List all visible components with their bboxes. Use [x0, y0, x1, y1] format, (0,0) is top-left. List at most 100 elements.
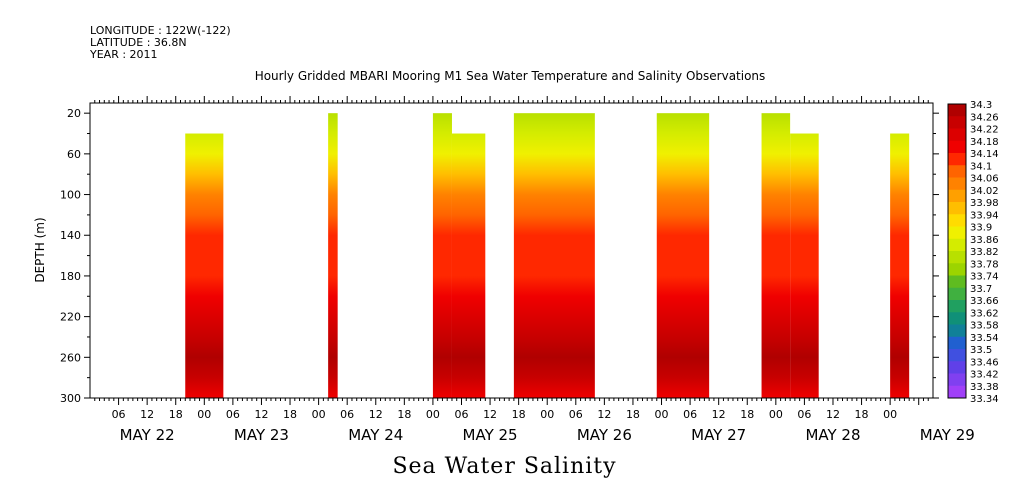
- colorbar-label: 34.1: [970, 161, 992, 172]
- x-hour-label: 06: [340, 408, 354, 421]
- plot-data: [185, 113, 910, 398]
- colorbar-bin: [948, 385, 966, 399]
- x-axis: 06 12 18 00 06 12 18 00 06 12 18 00 06 12 18 00 06 12 18 00…: [94, 96, 975, 444]
- colorbar-bin: [948, 373, 966, 387]
- x-hour-label: 06: [454, 408, 468, 421]
- chart-title: Hourly Gridded MBARI Mooring M1 Sea Wate…: [254, 69, 766, 83]
- colorbar-label: 33.9: [970, 223, 992, 234]
- y-tick-label: 20: [67, 107, 81, 120]
- colorbar-bin: [948, 275, 966, 289]
- colorbar-bin: [948, 251, 966, 264]
- colorbar-label: 33.94: [970, 210, 999, 221]
- data-segment: [656, 113, 710, 398]
- colorbar-bin: [948, 165, 966, 178]
- x-date-label: MAY 25: [463, 426, 518, 444]
- data-segment: [890, 133, 910, 398]
- data-segment: [513, 113, 595, 398]
- colorbar-label: 33.7: [970, 284, 992, 295]
- colorbar-bin: [948, 287, 966, 301]
- x-hour-label: 00: [540, 408, 554, 421]
- x-hour-label: 00: [655, 408, 669, 421]
- x-date-label: MAY 22: [120, 426, 175, 444]
- x-hour-label: 00: [197, 408, 211, 421]
- x-hour-label: 18: [626, 408, 640, 421]
- colorbar-bin: [948, 361, 966, 374]
- colorbar-label: 33.98: [970, 198, 999, 209]
- colorbar-bin: [948, 324, 966, 338]
- data-segment: [790, 133, 819, 398]
- x-hour-label: 18: [512, 408, 526, 421]
- colorbar-bin: [948, 238, 966, 252]
- colorbar-bin: [948, 349, 966, 362]
- colorbar-bin: [948, 202, 966, 215]
- colorbar-label: 34.06: [970, 174, 999, 185]
- longitude-label: LONGITUDE : 122W(-122): [90, 24, 231, 37]
- x-date-label: MAY 26: [577, 426, 632, 444]
- x-hour-label: 12: [254, 408, 268, 421]
- colorbar: 34.334.2634.2234.1834.1434.134.0634.0233…: [947, 100, 999, 405]
- colorbar-frame: [947, 103, 967, 399]
- data-segment: [432, 113, 452, 398]
- colorbar-label: 33.58: [970, 321, 999, 332]
- colorbar-label: 34.3: [970, 100, 992, 111]
- colorbar-bin: [948, 300, 966, 313]
- colorbar-label: 33.66: [970, 296, 999, 307]
- x-date-label: MAY 23: [234, 426, 289, 444]
- latitude-label: LATITUDE : 36.8N: [90, 36, 187, 49]
- colorbar-label: 33.78: [970, 259, 999, 270]
- y-tick-label: 300: [60, 392, 81, 405]
- colorbar-bin: [948, 312, 966, 325]
- x-date-label: MAY 27: [691, 426, 746, 444]
- x-hour-label: 06: [797, 408, 811, 421]
- x-date-label: MAY 29: [920, 426, 975, 444]
- colorbar-bin: [948, 336, 966, 350]
- colorbar-label: 33.42: [970, 370, 999, 381]
- x-hour-label: 06: [226, 408, 240, 421]
- colorbar-label: 33.46: [970, 357, 999, 368]
- x-hour-label: 00: [426, 408, 440, 421]
- colorbar-bin: [948, 116, 966, 129]
- colorbar-bin: [948, 128, 966, 142]
- x-hour-label: 00: [883, 408, 897, 421]
- colorbar-label: 33.34: [970, 394, 999, 405]
- colorbar-bin: [948, 189, 966, 203]
- y-tick-label: 60: [67, 148, 81, 161]
- colorbar-bin: [948, 140, 966, 154]
- data-segment: [761, 113, 791, 398]
- x-hour-label: 12: [826, 408, 840, 421]
- colorbar-label: 33.86: [970, 235, 999, 246]
- colorbar-bin: [948, 263, 966, 276]
- colorbar-bin: [948, 104, 966, 117]
- colorbar-label: 34.14: [970, 149, 999, 160]
- x-hour-label: 06: [112, 408, 126, 421]
- y-tick-label: 260: [60, 351, 81, 364]
- y-axis-label: DEPTH (m): [33, 217, 47, 282]
- data-segment: [328, 113, 338, 398]
- x-hour-label: 12: [712, 408, 726, 421]
- colorbar-bin: [948, 226, 966, 240]
- colorbar-bin: [948, 177, 966, 191]
- x-hour-label: 00: [769, 408, 783, 421]
- colorbar-bin: [948, 153, 966, 166]
- colorbar-label: 33.38: [970, 382, 999, 393]
- x-hour-label: 12: [369, 408, 383, 421]
- x-hour-label: 12: [597, 408, 611, 421]
- colorbar-label: 33.54: [970, 333, 999, 344]
- y-tick-label: 180: [60, 270, 81, 283]
- colorbar-label: 33.74: [970, 272, 999, 283]
- x-date-label: MAY 24: [348, 426, 403, 444]
- x-hour-label: 12: [483, 408, 497, 421]
- y-tick-label: 140: [60, 229, 81, 242]
- colorbar-label: 34.02: [970, 186, 999, 197]
- x-hour-label: 18: [169, 408, 183, 421]
- y-axis: 20 60 100 140 180 220 260 300: [60, 107, 939, 405]
- colorbar-bin: [948, 214, 966, 227]
- x-hour-label: 18: [740, 408, 754, 421]
- plot-frame: [89, 102, 934, 399]
- x-hour-label: 00: [312, 408, 326, 421]
- data-segment: [185, 133, 224, 398]
- x-hour-label: 06: [569, 408, 583, 421]
- x-date-label: MAY 28: [805, 426, 860, 444]
- colorbar-label: 34.26: [970, 112, 999, 123]
